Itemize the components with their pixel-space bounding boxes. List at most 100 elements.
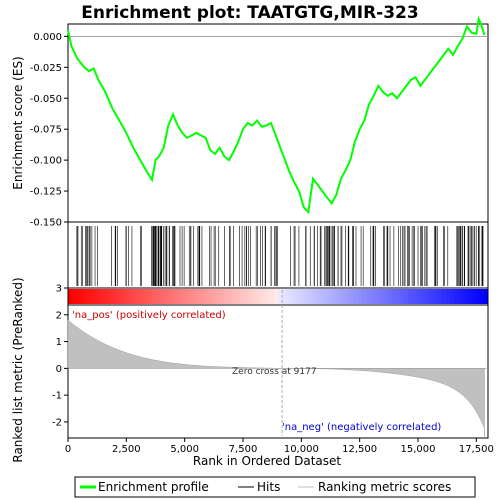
legend: Enrichment profile Hits Ranking metric s… xyxy=(74,476,476,498)
color-bar-segment xyxy=(374,289,380,304)
color-bar-segment xyxy=(336,289,342,304)
color-bar-segment xyxy=(173,289,178,304)
color-bar-segment xyxy=(181,289,187,304)
metric-y-axis: 3 2 1 0 -1 -2 xyxy=(52,284,68,428)
color-bar-segment xyxy=(399,289,405,304)
color-bar-segment xyxy=(437,289,443,304)
ranking-metric-area xyxy=(67,319,485,438)
color-bar-segment xyxy=(479,289,485,304)
color-bar-segment xyxy=(349,289,355,304)
color-bar-segment xyxy=(135,289,140,304)
color-bar-segment xyxy=(450,289,455,304)
color-bar-segment xyxy=(164,289,170,304)
color-bar-segment xyxy=(269,289,275,304)
neg-label: 'na_neg' (negatively correlated) xyxy=(282,422,441,433)
color-bar-segment xyxy=(194,289,199,304)
color-bar-segment xyxy=(383,289,388,304)
color-bar-segment xyxy=(101,289,107,304)
color-bar-segment xyxy=(80,289,86,304)
color-bar-segment xyxy=(320,289,325,304)
color-bar-segment xyxy=(387,289,392,304)
color-bar-segment xyxy=(345,289,350,304)
es-y-label: Enrichment score (ES) xyxy=(11,56,25,189)
color-bar-segment xyxy=(362,289,367,304)
color-bar-segment xyxy=(467,289,472,304)
color-bar-segment xyxy=(395,289,401,304)
color-bar-segment xyxy=(307,289,313,304)
color-bar-segment xyxy=(257,289,262,304)
zero-cross-label: Zero cross at 9177 xyxy=(232,367,317,377)
chart-title: Enrichment plot: TAATGTG,MIR-323 xyxy=(81,3,418,23)
color-bar-segment xyxy=(110,289,115,304)
color-bar-segment xyxy=(441,289,447,304)
color-bar-segment xyxy=(416,289,422,304)
color-bar-segment xyxy=(202,289,208,304)
color-bar-segment xyxy=(278,289,283,304)
color-bar-segment xyxy=(72,289,77,304)
x-tick-label: 15,000 xyxy=(401,444,436,455)
color-bar-segment xyxy=(404,289,409,304)
color-bar-segment xyxy=(261,289,266,304)
x-tick-label: 12,500 xyxy=(342,444,377,455)
color-bar-segment xyxy=(177,289,182,304)
color-bar-segment xyxy=(425,289,430,304)
color-bar-segment xyxy=(311,289,317,304)
color-bar-segment xyxy=(114,289,119,304)
color-bar-segment xyxy=(420,289,426,304)
metric-tick-label: 3 xyxy=(56,284,62,295)
color-bar-segment xyxy=(215,289,220,304)
color-bar-segment xyxy=(471,289,476,304)
color-bar-segment xyxy=(198,289,203,304)
es-panel xyxy=(67,23,489,223)
x-tick-label: 5,000 xyxy=(170,444,199,455)
color-bar-segment xyxy=(206,289,212,304)
color-bar-segment xyxy=(378,289,384,304)
color-bar-segment xyxy=(76,289,82,304)
color-bar-segment xyxy=(223,289,229,304)
metric-tick-label: -1 xyxy=(52,391,62,402)
color-bar-segment xyxy=(290,289,296,304)
color-bar-segment xyxy=(433,289,439,304)
color-bar-segment xyxy=(458,289,464,304)
color-bar-segment xyxy=(210,289,216,304)
color-bar-segment xyxy=(303,289,308,304)
color-bar-segment xyxy=(152,289,157,304)
color-bar-segment xyxy=(89,289,94,304)
color-bar-segment xyxy=(93,289,98,304)
metric-tick-label: 2 xyxy=(56,310,62,321)
color-bar-segment xyxy=(370,289,376,304)
color-bar-segment xyxy=(236,289,241,304)
color-bar-segment xyxy=(131,289,136,304)
color-bar-segment xyxy=(328,289,334,304)
color-bar-segment xyxy=(227,289,233,304)
color-bar-segment xyxy=(265,289,271,304)
color-bar-segment xyxy=(282,289,287,304)
es-tick-label: -0.075 xyxy=(30,125,62,136)
color-bar-segment xyxy=(68,289,73,304)
color-bar-segment xyxy=(412,289,418,304)
color-bar-segment xyxy=(475,289,481,304)
color-bar-segment xyxy=(353,289,359,304)
es-tick-label: -0.025 xyxy=(30,63,62,74)
x-tick-label: 10,000 xyxy=(284,444,319,455)
color-bar-segment xyxy=(446,289,451,304)
x-tick-label: 7,500 xyxy=(229,444,258,455)
color-bar-segment xyxy=(315,289,321,304)
color-bar-segment xyxy=(248,289,254,304)
x-tick-label: 17,500 xyxy=(459,444,494,455)
color-bar-segment xyxy=(168,289,174,304)
color-bar-segment xyxy=(483,289,489,304)
x-tick-label: 0 xyxy=(65,444,71,455)
metric-tick-label: 0 xyxy=(56,364,62,375)
color-bar-segment xyxy=(408,289,413,304)
es-y-axis: 0.000 -0.025 -0.050 -0.075 -0.100 -0.125 -0.15… xyxy=(30,32,68,229)
rank-color-bar xyxy=(68,289,489,304)
color-bar-segment xyxy=(391,289,397,304)
hits-markers xyxy=(76,226,484,286)
color-bar-segment xyxy=(189,289,195,304)
es-tick-label: -0.100 xyxy=(30,156,62,167)
color-bar-segment xyxy=(143,289,149,304)
color-bar-segment xyxy=(244,289,250,304)
color-bar-segment xyxy=(341,289,346,304)
